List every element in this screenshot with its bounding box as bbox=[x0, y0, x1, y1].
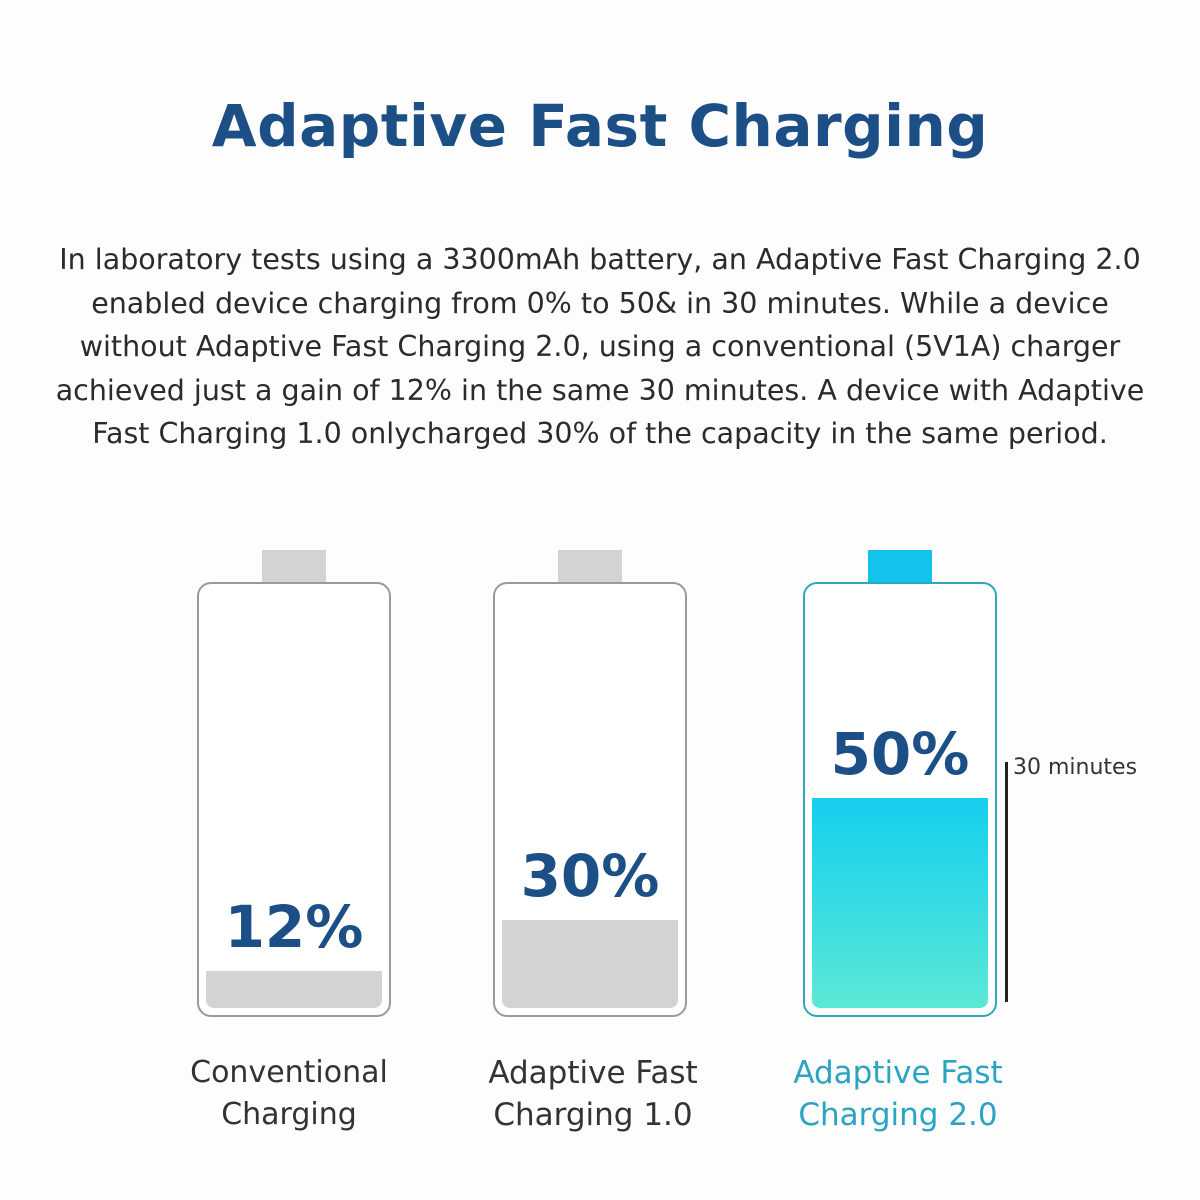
category-label-line: Adaptive Fast bbox=[488, 1055, 698, 1091]
page-title: Adaptive Fast Charging bbox=[211, 92, 989, 160]
battery-fill-bar bbox=[812, 798, 988, 1008]
battery-body: 30% bbox=[493, 582, 687, 1017]
battery-cap bbox=[558, 550, 622, 582]
value-label: 30% bbox=[520, 842, 660, 910]
battery-body: 50% bbox=[803, 582, 997, 1017]
value-label: 12% bbox=[224, 893, 364, 961]
battery-body: 12% bbox=[197, 582, 391, 1017]
category-label: Adaptive Fast Charging 2.0 bbox=[748, 1052, 1048, 1136]
category-label: Conventional Charging bbox=[139, 1052, 439, 1136]
description-text: In laboratory tests using a 3300mAh batt… bbox=[55, 243, 1145, 450]
battery-fill-bar bbox=[502, 920, 678, 1008]
category-label: Adaptive Fast Charging 1.0 bbox=[443, 1052, 743, 1136]
battery-1: 12% bbox=[197, 550, 391, 1017]
category-label-line: Adaptive Fast bbox=[793, 1055, 1003, 1091]
battery-3: 50% bbox=[803, 550, 997, 1017]
value-label: 50% bbox=[830, 720, 970, 788]
battery-cap bbox=[868, 550, 932, 582]
category-label-line: Conventional bbox=[190, 1055, 388, 1090]
category-label-line: Charging 1.0 bbox=[493, 1097, 693, 1133]
category-label-line: Charging 2.0 bbox=[798, 1097, 998, 1133]
time-indicator-label: 30 minutes bbox=[1013, 755, 1138, 780]
battery-cap bbox=[262, 550, 326, 582]
category-label-line: Charging bbox=[221, 1097, 357, 1132]
battery-2: 30% bbox=[493, 550, 687, 1017]
time-indicator-bar bbox=[1005, 762, 1008, 1002]
battery-fill-bar bbox=[206, 971, 382, 1008]
